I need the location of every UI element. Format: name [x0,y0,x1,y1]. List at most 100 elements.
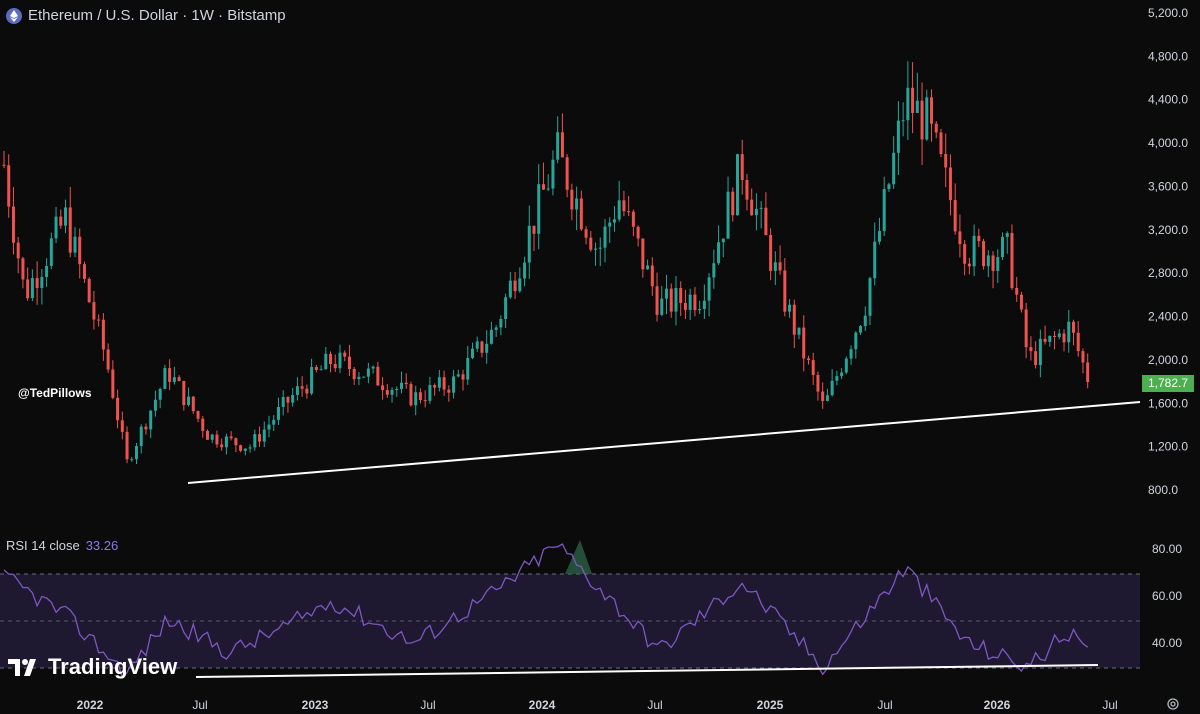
candle-body [68,207,72,253]
candlestick-series [2,61,1090,465]
candle-body [135,446,139,460]
candle-body [565,157,569,190]
candle-body [745,180,749,200]
price-tick-label: 3,600.0 [1148,179,1188,193]
candle-body [267,424,271,430]
candle-body [452,376,456,393]
candle-body [73,236,77,253]
candle-body [239,445,243,451]
candle-body [896,120,900,153]
candle-body [646,265,650,270]
candle-body [556,132,560,160]
price-axis[interactable]: 5,200.0 4,800.0 4,400.0 4,000.0 3,600.0 3,200… [1148,6,1188,497]
candle-body [59,216,63,226]
settings-gear-icon[interactable] [1166,697,1180,711]
candle-body [258,434,262,442]
candle-body [925,97,929,140]
candle-body [967,263,971,267]
time-axis[interactable]: 2022 Jul 2023 Jul 2024 Jul 2025 Jul 2026 Jul [77,698,1118,712]
price-trendline[interactable] [187,401,1141,484]
rsi-legend[interactable]: RSI 14 close 33.26 [6,538,118,553]
candle-body [726,191,730,239]
candle-body [882,189,886,231]
candle-body [797,327,801,335]
candle-body [489,329,493,344]
candle-body [811,360,815,375]
rsi-axis[interactable]: 80.00 60.00 40.00 [1152,542,1182,650]
tradingview-logo[interactable]: TradingView [8,654,177,680]
candle-body [101,319,105,350]
candle-body [698,308,702,311]
candle-body [788,304,792,312]
candle-body [537,184,541,234]
candle-body [54,216,58,239]
candle-body [740,154,744,181]
candle-body [347,356,351,369]
time-tick-label: Jul [647,698,662,712]
candle-body [688,294,692,310]
candle-body [650,265,654,287]
candle-body [182,381,186,406]
candle-body [631,211,635,227]
candle-body [1015,288,1019,295]
candle-body [911,87,915,113]
chart-title: Ethereum / U.S. Dollar · 1W · Bitstamp [6,7,286,24]
candle-body [1034,351,1038,366]
time-tick-label: 2024 [529,698,556,712]
candle-body [144,426,148,430]
candle-body [783,270,787,312]
rsi-trendline[interactable] [195,664,1099,678]
candle-body [873,241,877,279]
candle-body [1062,333,1066,343]
candle-body [153,399,157,411]
candle-body [806,358,810,361]
candle-body [641,238,645,270]
candle-body [314,367,318,370]
candle-body [499,319,503,328]
candle-body [1019,294,1023,310]
candle-body [243,448,247,451]
candle-body [272,419,276,425]
candle-body [996,257,1000,271]
candle-body [385,390,389,395]
candle-body [773,262,777,271]
time-tick-label: 2023 [302,698,329,712]
candle-body [229,436,233,439]
candle-body [778,262,782,271]
candle-body [111,369,115,398]
candle-body [844,358,848,373]
candle-body [575,198,579,210]
candle-body [948,167,952,201]
candle-body [570,189,574,210]
candle-body [158,388,162,400]
candle-body [357,376,361,380]
candle-body [527,225,531,263]
candle-body [504,297,508,320]
candle-body [731,191,735,216]
candle-body [1086,362,1090,383]
author-watermark: @TedPillows [18,386,92,400]
rsi-overbought-fill [565,540,592,574]
candle-body [224,436,228,448]
candle-body [958,231,962,245]
candle-body [64,207,68,226]
time-tick-label: Jul [192,698,207,712]
candle-body [390,389,394,395]
candle-body [1024,309,1028,348]
candle-body [707,277,711,301]
candle-body [300,386,304,389]
candle-body [721,238,725,243]
candle-body [608,222,612,227]
price-tick-label: 4,000.0 [1148,136,1188,150]
tradingview-logo-icon [8,659,36,676]
price-tick-label: 1,200.0 [1148,440,1188,454]
candle-body [868,278,872,316]
symbol-title[interactable]: Ethereum / U.S. Dollar · 1W · Bitstamp [28,7,286,24]
candle-body [371,366,375,369]
candle-body [395,389,399,391]
candle-body [168,368,172,382]
candle-body [447,389,451,393]
candle-body [977,235,981,242]
candle-body [21,258,25,280]
